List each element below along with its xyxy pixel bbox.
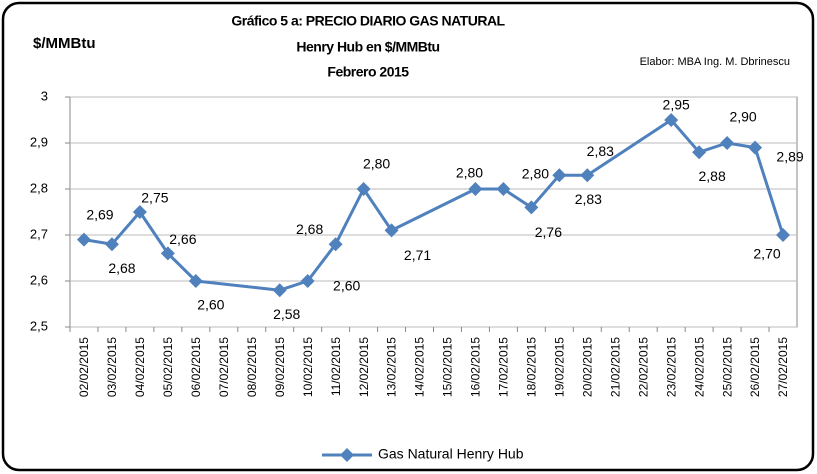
x-tick-label: 16/02/2015 (469, 337, 483, 397)
data-label: 2,60 (197, 297, 224, 313)
line-segment (166, 252, 197, 283)
line-segment (586, 118, 672, 177)
line-segment (670, 119, 701, 154)
x-tick-label: 19/02/2015 (552, 337, 566, 397)
data-label: 2,95 (663, 97, 690, 113)
marker (384, 223, 399, 238)
x-tick-label: 11/02/2015 (329, 337, 343, 396)
y-tick-label: 2,8 (30, 180, 48, 195)
line-segment (138, 211, 170, 255)
data-label: 2,80 (522, 166, 549, 182)
x-tick-label: 25/02/2015 (720, 337, 734, 397)
marker (356, 182, 371, 196)
line-segment (753, 147, 785, 236)
marker (496, 182, 511, 196)
x-tick-label: 17/02/2015 (497, 337, 511, 397)
chart-title: Febrero 2015 (327, 64, 409, 80)
x-tick-label: 21/02/2015 (608, 337, 622, 397)
data-label: 2,76 (535, 224, 562, 240)
data-label: 2,60 (333, 278, 360, 294)
data-label: 2,80 (363, 156, 390, 172)
line-segment (334, 188, 365, 245)
marker (748, 140, 763, 155)
x-tick-label: 08/02/2015 (245, 337, 259, 397)
y-tick-label: 3 (41, 88, 48, 103)
data-label: 2,69 (86, 206, 113, 222)
marker (188, 274, 203, 288)
legend-marker (340, 448, 354, 462)
marker (776, 228, 791, 242)
data-label: 2,83 (575, 191, 602, 207)
marker (468, 182, 483, 196)
x-tick-label: 10/02/2015 (301, 337, 315, 397)
line-segment (195, 279, 280, 292)
y-tick-label: 2,9 (30, 134, 48, 149)
x-tick-label: 24/02/2015 (692, 337, 706, 397)
annotation: Elabor: MBA Ing. M. Dbrinescu (640, 56, 790, 68)
marker (580, 168, 595, 183)
data-label: 2,90 (729, 109, 756, 125)
data-label: 2,83 (587, 143, 614, 159)
y-tick-label: 2,5 (30, 318, 48, 333)
x-tick-label: 02/02/2015 (77, 337, 91, 397)
line-segment (110, 211, 142, 246)
line-segment (306, 243, 337, 282)
data-label: 2,66 (169, 231, 196, 247)
y-tick-label: 2,6 (30, 272, 48, 287)
data-label: 2,70 (753, 246, 780, 262)
data-label: 2,89 (776, 148, 803, 164)
marker (692, 145, 707, 160)
marker (720, 136, 735, 150)
x-tick-label: 20/02/2015 (580, 337, 594, 397)
line-segment (530, 174, 561, 209)
data-label: 2,68 (108, 260, 135, 276)
data-label: 2,75 (141, 190, 168, 206)
x-tick-label: 22/02/2015 (636, 337, 650, 397)
x-tick-label: 23/02/2015 (664, 337, 678, 397)
x-tick-label: 27/02/2015 (776, 337, 790, 397)
x-tick-label: 15/02/2015 (441, 337, 455, 397)
x-tick-label: 04/02/2015 (133, 337, 147, 397)
marker (328, 237, 343, 252)
x-tick-label: 06/02/2015 (189, 337, 203, 397)
x-tick-label: 13/02/2015 (385, 337, 399, 397)
data-label: 2,68 (296, 221, 323, 237)
x-tick-label: 14/02/2015 (413, 337, 427, 397)
x-tick-label: 09/02/2015 (273, 337, 287, 397)
y-axis-label: $/MMBtu (33, 35, 96, 52)
line-segment (362, 188, 393, 232)
chart-title: Henry Hub en $/MMBtu (296, 39, 439, 55)
x-tick-label: 03/02/2015 (105, 337, 119, 397)
marker (300, 274, 315, 288)
legend-label: Gas Natural Henry Hub (378, 446, 524, 462)
marker (524, 200, 539, 215)
data-label: 2,88 (699, 168, 726, 184)
x-tick-label: 18/02/2015 (525, 337, 539, 397)
data-label: 2,58 (273, 306, 300, 322)
marker (160, 246, 175, 261)
marker (104, 237, 119, 252)
chart-title: Gráfico 5 a: PRECIO DIARIO GAS NATURAL (231, 13, 505, 29)
data-label: 2,71 (404, 247, 431, 263)
marker (132, 205, 147, 219)
marker (76, 232, 91, 247)
line-segment (390, 187, 477, 232)
marker (664, 113, 679, 127)
marker (552, 168, 567, 183)
line-segment (502, 187, 533, 209)
x-tick-label: 05/02/2015 (161, 337, 175, 397)
marker (272, 283, 287, 298)
x-tick-label: 26/02/2015 (748, 337, 762, 397)
x-tick-label: 12/02/2015 (357, 337, 371, 397)
x-tick-label: 07/02/2015 (217, 337, 231, 397)
y-tick-label: 2,7 (30, 226, 48, 241)
data-label: 2,80 (456, 165, 483, 181)
